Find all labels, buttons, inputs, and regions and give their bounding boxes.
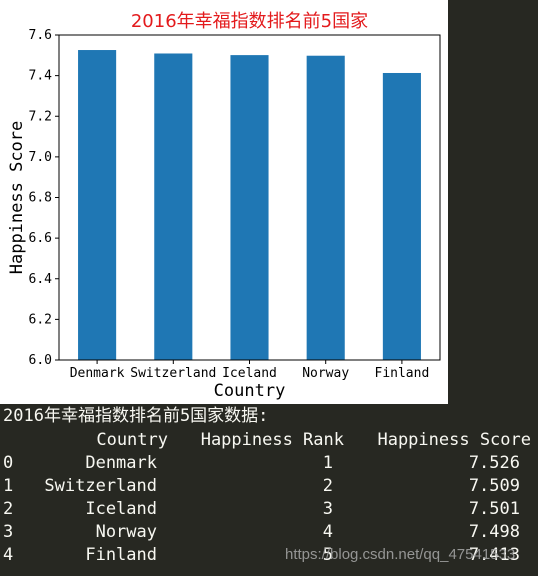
y-tick-label: 7.4 [29,69,53,84]
y-tick-label: 6.8 [29,191,52,206]
y-tick-label: 6.2 [29,312,52,327]
row-score: 7.501 [468,499,520,519]
row-country: Switzerland [44,476,157,496]
bar [306,55,345,360]
row-country: Finland [85,545,157,565]
y-tick-label: 7.6 [29,28,52,43]
x-tick-label: Iceland [222,366,277,381]
x-tick-label: Switzerland [130,366,216,381]
row-index: 4 [3,545,14,565]
row-score: 7.509 [468,476,520,496]
table-row: 0 Denmark 1 7.526 [0,453,538,475]
table-row: 3 Norway 4 7.498 [0,522,538,544]
table-row: 1 Switzerland 2 7.509 [0,476,538,498]
bar [154,53,193,360]
row-index: 3 [3,522,14,542]
y-tick-label: 6.6 [29,231,52,246]
row-country: Iceland [85,499,157,519]
table-header-row: Country Happiness Rank Happiness Score [0,430,538,452]
bar [78,50,117,360]
chart-panel: 6.0 6.2 6.4 6.6 6.8 7.0 7.2 7.4 7.6 Denmark Switze… [0,0,448,404]
row-index: 0 [3,453,14,473]
bar [382,72,421,360]
bar-chart: 6.0 6.2 6.4 6.6 6.8 7.0 7.2 7.4 7.6 Denmark Switze… [7,11,441,401]
row-rank: 1 [322,453,333,473]
row-score: 7.526 [468,453,520,473]
watermark: https://blog.csdn.net/qq_47541533 [285,546,516,563]
row-rank: 3 [322,499,333,519]
row-country: Norway [95,522,157,542]
table-row: 2 Iceland 3 7.501 [0,499,538,521]
row-rank: 5 [322,545,333,565]
table-row: 4 Finland 5 7.413 [0,545,538,567]
row-score: 7.498 [468,522,520,542]
y-tick-label: 7.0 [29,150,52,165]
x-tick-label: Finland [375,366,430,381]
row-rank: 4 [322,522,333,542]
console-caption: 2016年幸福指数排名前5国家数据: [3,406,269,426]
row-index: 1 [3,476,14,496]
header-rank: Happiness Rank [200,430,344,450]
chart-title: 2016年幸福指数排名前5国家 [131,11,368,32]
row-score: 7.413 [468,545,520,565]
x-tick-label: Denmark [70,366,125,381]
y-axis-label: Happiness Score [7,121,27,275]
x-axis-label: Country [214,381,286,401]
row-country: Denmark [85,453,157,473]
y-tick-label: 6.4 [29,272,53,287]
y-tick-label: 7.2 [29,109,52,124]
y-tick-label: 6.0 [29,353,52,368]
row-rank: 2 [322,476,333,496]
row-index: 2 [3,499,14,519]
x-tick-label: Norway [302,366,349,381]
header-country: Country [96,430,168,450]
header-score: Happiness Score [377,430,531,450]
bar [230,55,269,360]
